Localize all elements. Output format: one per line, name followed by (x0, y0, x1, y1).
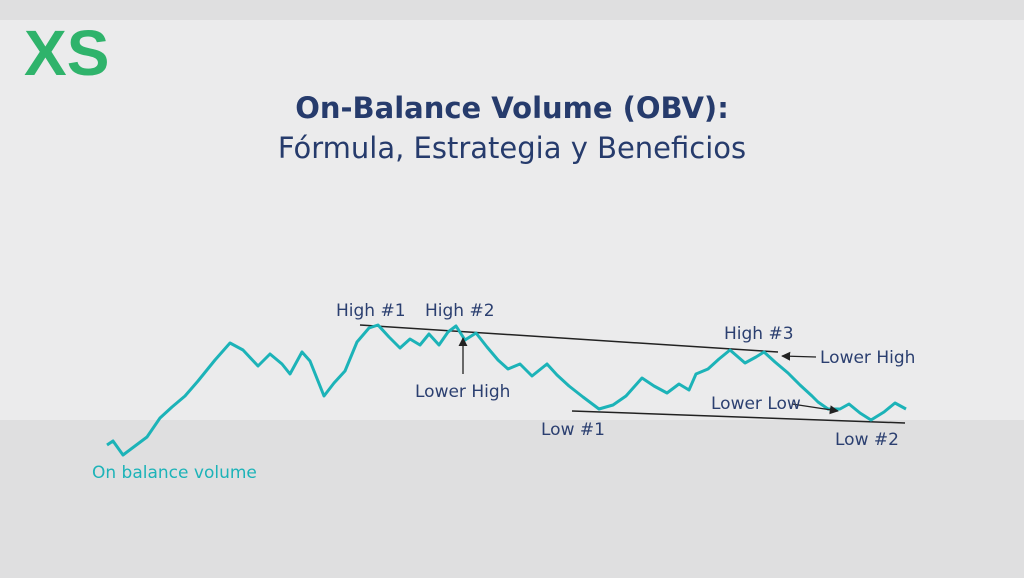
arrow (791, 403, 839, 415)
annotation: High #1 (336, 301, 406, 321)
series-label: On balance volume (92, 463, 257, 483)
annotation: High #2 (425, 301, 495, 321)
support-trendline (571, 410, 906, 424)
obv-line (106, 323, 907, 457)
logo: XS (24, 17, 109, 89)
arrow (781, 351, 817, 361)
subtitle: Fórmula, Estrategia y Beneficios (278, 131, 746, 165)
annotation: Lower Low (711, 394, 801, 414)
resistance-trendline (359, 324, 779, 353)
annotation: Lower High (415, 382, 510, 402)
annotation: Low #1 (541, 420, 605, 440)
annotation: Low #2 (835, 430, 899, 450)
title: On-Balance Volume (OBV): (295, 91, 729, 125)
annotation: Lower High (820, 348, 915, 368)
annotation: High #3 (724, 324, 794, 344)
